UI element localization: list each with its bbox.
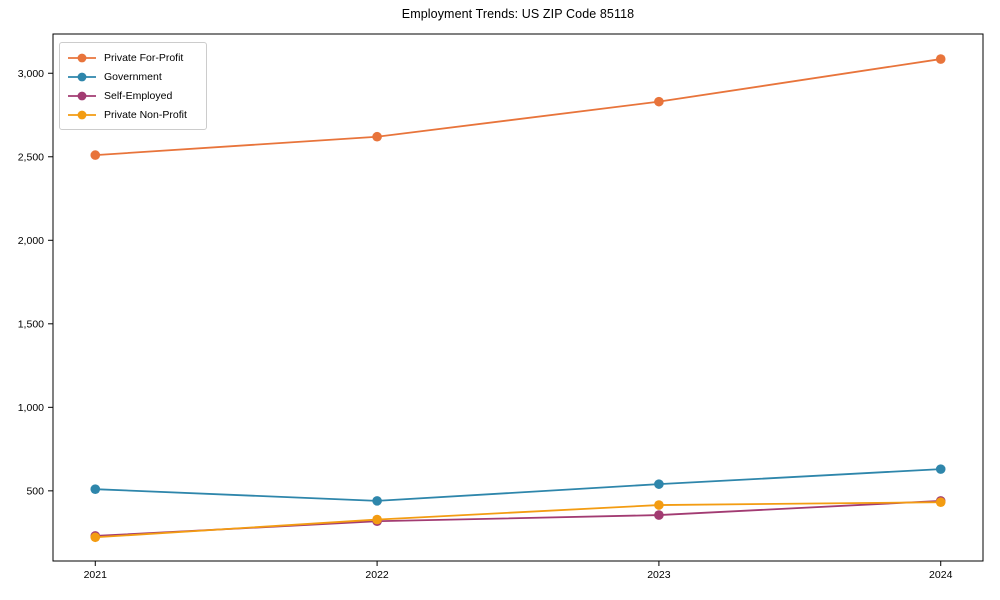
data-point-private-for-profit-2022 [372, 131, 382, 142]
data-point-private-for-profit-2024 [935, 54, 946, 64]
data-point-private-non-profit-2021 [90, 532, 101, 543]
legend-label: Private Non-Profit [104, 108, 187, 121]
data-point-private-non-profit-2022 [372, 514, 382, 525]
x-axis-tick-label: 2021 [84, 569, 108, 581]
legend-item-government: Government [67, 67, 198, 86]
legend-item-private-for-profit: Private For-Profit [67, 48, 198, 67]
data-point-government-2024 [935, 464, 946, 474]
series-line-self-employed [95, 499, 941, 537]
legend-label: Self-Employed [104, 89, 173, 102]
data-point-self-employed-2023 [654, 510, 664, 520]
series-line-government [95, 468, 941, 502]
legend-line-marker-icon [68, 72, 96, 81]
y-axis-tick-label: 2,500 [18, 151, 44, 163]
data-point-government-2022 [372, 496, 382, 506]
y-axis-tick-label: 1,000 [18, 402, 44, 414]
plot-area-border [52, 33, 984, 562]
data-point-private-for-profit-2023 [654, 96, 664, 107]
chart-legend: Private For-Profit Government Self-Emplo… [59, 42, 207, 130]
legend-line-marker-icon [68, 110, 96, 119]
y-axis-tick-label: 500 [26, 486, 44, 498]
data-point-government-2021 [90, 484, 101, 494]
data-point-private-non-profit-2024 [935, 497, 946, 508]
series-line-private-non-profit [95, 501, 941, 539]
legend-line-marker-icon [68, 91, 96, 100]
legend-item-self-employed: Self-Employed [67, 86, 198, 105]
x-axis-tick-label: 2023 [647, 569, 671, 581]
legend-label: Private For-Profit [104, 51, 184, 64]
series-line-private-for-profit [95, 58, 941, 156]
x-axis-tick-label: 2022 [365, 569, 389, 581]
y-axis-tick-label: 3,000 [18, 68, 44, 80]
x-axis-tick-label: 2024 [929, 569, 953, 581]
legend-label: Government [104, 70, 162, 83]
data-point-private-non-profit-2023 [654, 500, 664, 510]
data-point-government-2023 [654, 479, 664, 489]
y-axis-tick-label: 2,000 [18, 235, 44, 247]
chart-title: Employment Trends: US ZIP Code 85118 [401, 7, 635, 21]
y-axis-tick-label: 1,500 [18, 318, 44, 330]
legend-item-private-non-profit: Private Non-Profit [67, 105, 198, 124]
legend-line-marker-icon [68, 53, 96, 62]
data-point-private-for-profit-2021 [90, 150, 101, 160]
